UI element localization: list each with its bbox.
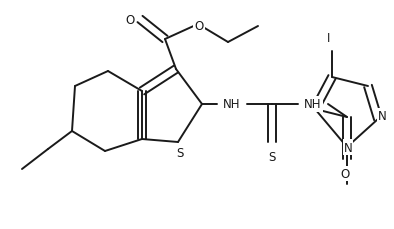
Text: O: O [194,19,204,32]
Text: N: N [344,141,352,154]
Text: O: O [340,167,349,180]
Text: S: S [176,146,184,159]
Text: N: N [377,110,387,123]
Text: I: I [327,32,331,45]
Text: O: O [126,14,135,26]
Text: S: S [268,150,276,163]
Text: NH: NH [304,98,322,111]
Text: NH: NH [223,98,241,111]
